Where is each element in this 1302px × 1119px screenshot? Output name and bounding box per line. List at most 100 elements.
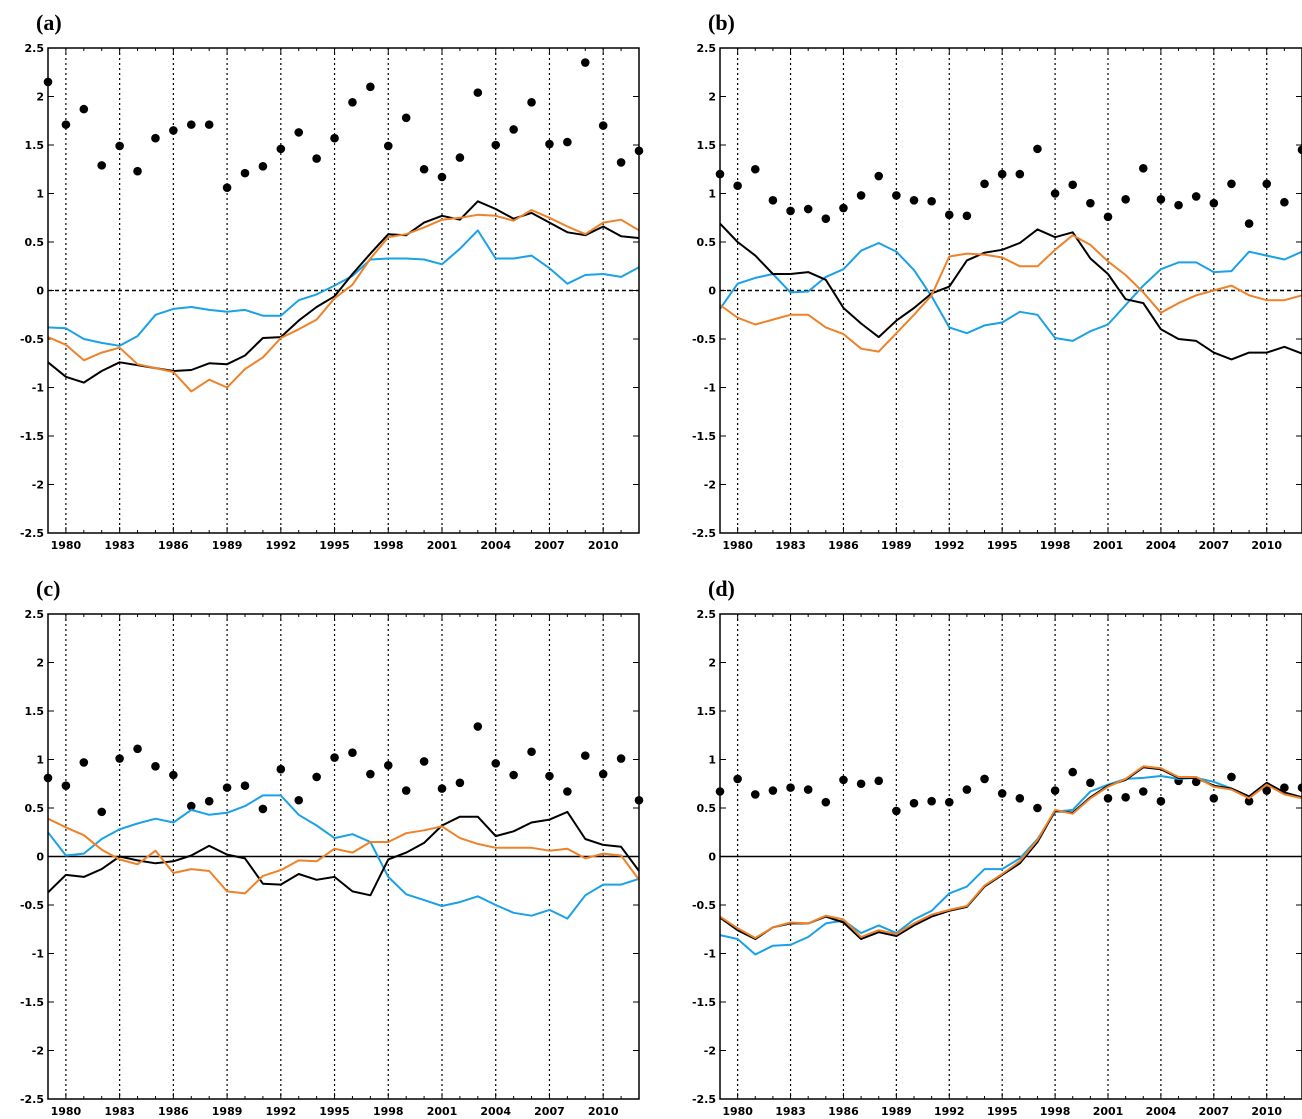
y-tick-label: 0.5 xyxy=(25,802,45,815)
data-point xyxy=(151,761,160,771)
x-tick-label: 1995 xyxy=(987,1105,1018,1118)
series-1 xyxy=(43,58,644,192)
y-tick-label: -2 xyxy=(704,479,716,492)
plot-frame xyxy=(719,47,1302,534)
data-point xyxy=(821,214,831,224)
y-tick-label: 0 xyxy=(708,285,716,298)
data-point xyxy=(1121,793,1130,802)
y-tick-label: -0.5 xyxy=(20,899,44,912)
x-tick-label: 1992 xyxy=(266,1105,297,1118)
series-2 xyxy=(47,794,640,920)
data-point xyxy=(204,796,214,806)
y-tick-label: -2.5 xyxy=(692,527,716,540)
data-point xyxy=(1209,794,1219,803)
y-tick-label: -1 xyxy=(32,948,44,961)
data-point xyxy=(980,179,989,189)
data-point xyxy=(61,120,71,129)
data-point xyxy=(1174,200,1183,210)
y-tick-label: 2.5 xyxy=(697,608,717,621)
data-point xyxy=(1121,195,1130,204)
data-point xyxy=(1262,786,1272,795)
data-point xyxy=(750,164,760,174)
y-tick-label: -2 xyxy=(32,1045,44,1058)
data-point xyxy=(598,769,608,779)
series-4 xyxy=(47,817,640,895)
data-point xyxy=(1280,197,1289,207)
data-point xyxy=(909,798,919,808)
data-point xyxy=(1015,169,1025,179)
x-tick-label: 1986 xyxy=(828,539,859,552)
data-point xyxy=(294,795,304,805)
data-point xyxy=(1297,145,1302,155)
y-tick-label: -1.5 xyxy=(20,996,44,1009)
x-tick-label: 1992 xyxy=(266,539,297,552)
data-point xyxy=(980,774,989,784)
x-tick-label: 1995 xyxy=(319,539,350,552)
series-4 xyxy=(47,209,640,393)
data-point xyxy=(856,191,866,200)
data-point xyxy=(473,722,483,731)
data-point xyxy=(312,772,321,782)
data-point xyxy=(383,141,393,151)
plot-frame xyxy=(719,613,1302,1100)
data-point xyxy=(312,154,321,163)
x-tick-label: 1983 xyxy=(775,539,806,552)
data-point xyxy=(1227,772,1236,782)
x-tick-label: 2004 xyxy=(480,1105,511,1118)
data-point xyxy=(240,781,250,790)
y-tick-label: -1 xyxy=(32,382,44,395)
data-point xyxy=(927,196,936,206)
x-tick-label: 2010 xyxy=(1251,1105,1282,1118)
panel-label: (d) xyxy=(708,576,735,601)
data-point xyxy=(97,807,107,817)
series-1 xyxy=(43,722,644,817)
data-point xyxy=(169,770,178,780)
data-point xyxy=(1191,192,1201,201)
series-2 xyxy=(719,242,1302,342)
x-tick-label: 1998 xyxy=(373,1105,404,1118)
data-point xyxy=(258,804,268,814)
data-point xyxy=(97,161,107,170)
panel-label: (c) xyxy=(36,576,60,601)
y-tick-label: 2 xyxy=(36,91,44,104)
data-point xyxy=(892,806,901,816)
data-point xyxy=(616,158,626,167)
x-tick-label: 1980 xyxy=(51,539,82,552)
data-point xyxy=(803,785,813,794)
data-point xyxy=(294,128,304,137)
data-point xyxy=(115,754,124,763)
y-tick-label: 1 xyxy=(36,188,44,201)
data-point xyxy=(786,783,795,792)
x-tick-label: 2007 xyxy=(534,539,565,552)
x-tick-label: 2010 xyxy=(588,539,619,552)
y-tick-label: -0.5 xyxy=(20,333,44,346)
series-2 xyxy=(47,229,640,347)
y-tick-label: -2.5 xyxy=(20,1093,44,1106)
data-point xyxy=(545,139,554,149)
data-point xyxy=(133,744,142,754)
y-tick-label: 1.5 xyxy=(25,139,45,152)
panel-label: (a) xyxy=(36,10,62,35)
data-point xyxy=(276,764,286,774)
series-4 xyxy=(719,234,1302,353)
data-point xyxy=(419,757,429,766)
data-point xyxy=(909,195,919,205)
series-line xyxy=(47,810,640,897)
data-point xyxy=(330,133,339,143)
y-tick-label: -1.5 xyxy=(692,430,716,443)
data-point xyxy=(1103,212,1113,222)
data-point xyxy=(276,144,286,154)
y-tick-label: -2 xyxy=(32,479,44,492)
series-2 xyxy=(719,775,1302,956)
y-tick-label: 0 xyxy=(708,851,716,864)
x-tick-label: 1986 xyxy=(828,1105,859,1118)
y-tick-label: -2.5 xyxy=(20,527,44,540)
chart-panel-2: 2.5 2 1.5 1 0.5 0 -0.5 -1 -1.5 -2 -2.5 1980 1983 1986… xyxy=(692,10,1302,552)
y-tick-label: 1 xyxy=(708,754,716,767)
data-point xyxy=(874,776,884,786)
data-point xyxy=(151,133,160,143)
x-tick-label: 2001 xyxy=(1093,1105,1124,1118)
data-point xyxy=(1050,786,1060,795)
data-point xyxy=(1068,767,1078,777)
x-tick-label: 1983 xyxy=(104,539,135,552)
